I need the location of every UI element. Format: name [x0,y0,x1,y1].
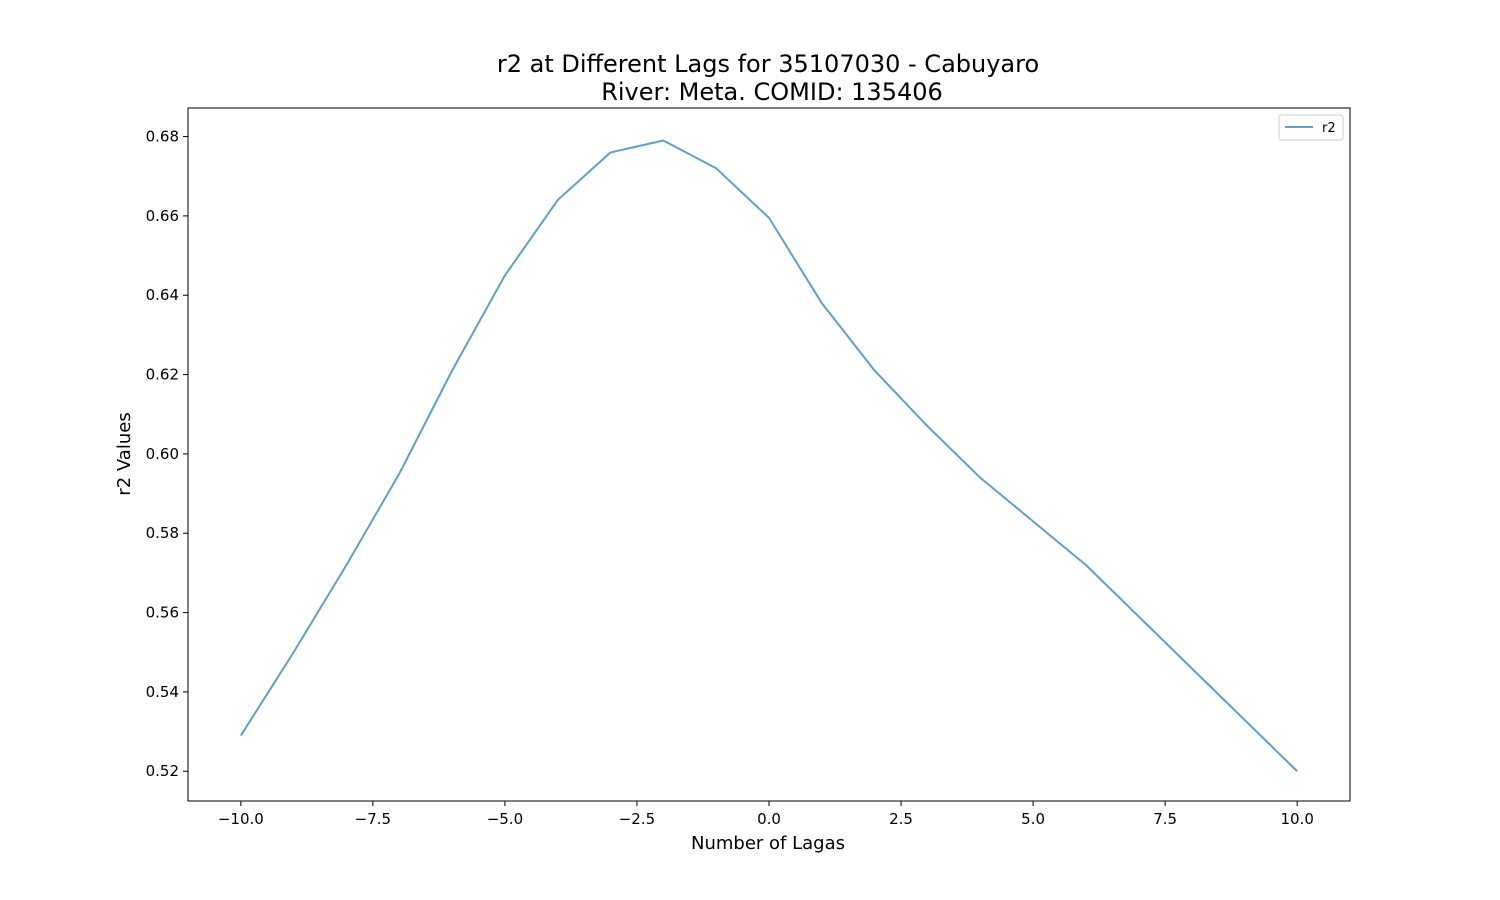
y-tick-label: 0.52 [146,762,179,780]
x-tick-label: −7.5 [355,810,391,828]
x-tick-label: −5.0 [487,810,523,828]
y-tick-label: 0.68 [146,128,179,146]
y-tick-label: 0.54 [146,683,179,701]
y-tick-label: 0.66 [146,207,179,225]
x-tick-label: 0.0 [757,810,781,828]
x-tick-label: 7.5 [1153,810,1177,828]
chart-subtitle: River: Meta. COMID: 135406 [601,78,943,106]
x-tick-label: 2.5 [889,810,913,828]
chart-title: r2 at Different Lags for 35107030 - Cabu… [497,50,1039,78]
x-tick-label: −10.0 [218,810,264,828]
x-tick-label: 5.0 [1021,810,1045,828]
y-axis-label: r2 Values [114,412,135,495]
legend: r2 [1278,114,1344,141]
series-line-r2 [239,139,1298,772]
y-tick-label: 0.58 [146,524,179,542]
ticks: −10.0 −7.5 −5.0 −2.5 0.0 2.5 5.0 7.5 10.0 0.52 0.5… [146,128,1314,828]
plot-frame [187,107,1351,802]
x-tick-label: 10.0 [1280,810,1313,828]
y-tick-label: 0.56 [146,604,179,622]
x-tick-label: −2.5 [619,810,655,828]
x-axis-label: Number of Lagas [691,833,845,854]
y-tick-label: 0.62 [146,366,179,384]
series-layer [239,139,1298,772]
legend-label-r2: r2 [1322,121,1336,136]
y-tick-label: 0.60 [146,445,179,463]
y-tick-label: 0.64 [146,286,179,304]
